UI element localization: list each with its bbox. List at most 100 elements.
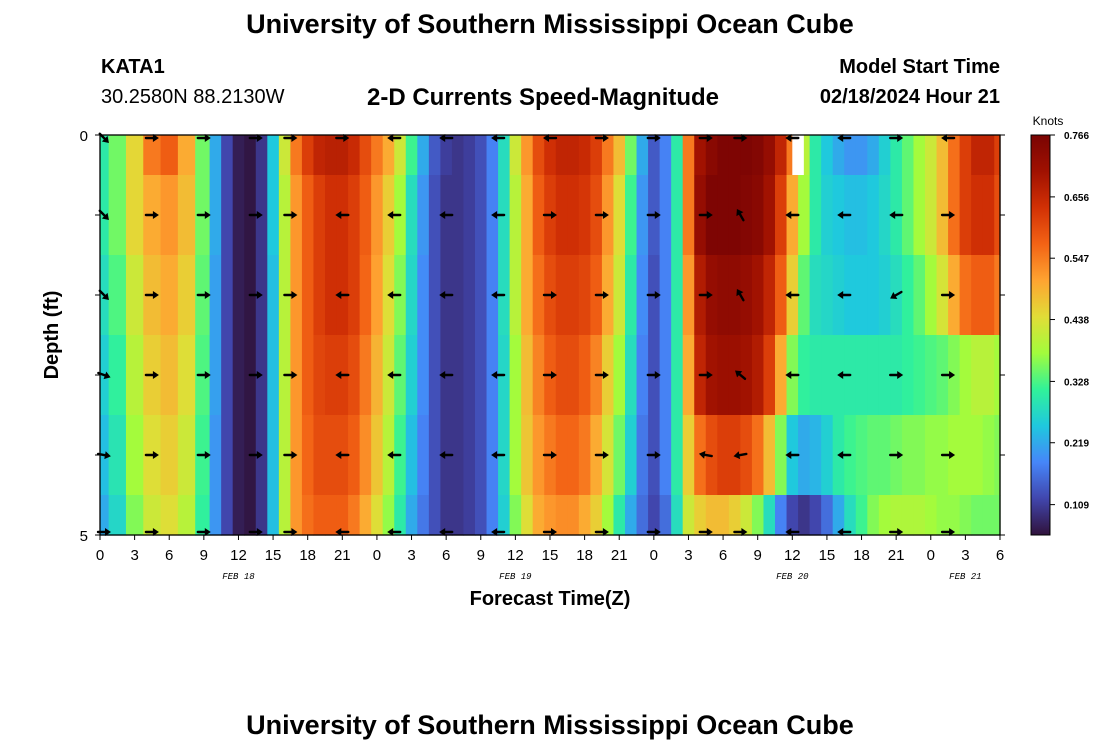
- heatmap-cell: [567, 495, 580, 536]
- heatmap-cell: [994, 415, 1001, 496]
- heatmap-cell: [301, 495, 315, 536]
- heatmap-cell: [821, 495, 834, 536]
- heatmap-cell: [855, 415, 868, 496]
- heatmap-cell: [521, 175, 534, 256]
- heatmap-cell: [578, 335, 591, 416]
- colorbar-tick-label: 0.109: [1064, 501, 1089, 512]
- current-arrow: [837, 371, 852, 379]
- heatmap-cell: [509, 255, 522, 336]
- heatmap-cell: [959, 175, 972, 256]
- heatmap-cell: [659, 255, 672, 336]
- current-arrow: [646, 528, 661, 536]
- heatmap-cell: [751, 415, 765, 496]
- heatmap-cell: [636, 415, 649, 496]
- heatmap-cell: [809, 415, 822, 496]
- heatmap-cell: [832, 135, 845, 176]
- x-tick-label: 3: [130, 547, 138, 564]
- heatmap-cell: [625, 255, 638, 336]
- current-arrow: [698, 291, 713, 299]
- heatmap-cell: [428, 255, 441, 336]
- heatmap-cell: [775, 255, 788, 336]
- heatmap-cell: [486, 495, 499, 536]
- x-tick-label: 6: [719, 547, 727, 564]
- heatmap-cell: [809, 175, 822, 256]
- heatmap-cell: [740, 415, 753, 496]
- current-arrow: [594, 291, 609, 299]
- heatmap-cell: [451, 495, 465, 536]
- heatmap-cell: [936, 495, 949, 536]
- heatmap-cell: [625, 335, 638, 416]
- heatmap-cell: [578, 175, 591, 256]
- heatmap-cell: [590, 135, 603, 176]
- heatmap-cell: [948, 135, 961, 176]
- current-arrow: [439, 134, 454, 142]
- current-arrow: [439, 371, 454, 379]
- heatmap-cell: [348, 135, 361, 176]
- heatmap-cell: [336, 135, 349, 176]
- heatmap-cell: [125, 255, 144, 336]
- heatmap-cell: [160, 335, 179, 416]
- current-arrow: [491, 291, 506, 299]
- current-arrow: [837, 134, 852, 142]
- heatmap-cell: [625, 175, 638, 256]
- heatmap-cell: [244, 135, 257, 176]
- heatmap-cell: [878, 135, 891, 176]
- heatmap-cell: [382, 495, 395, 536]
- heatmap-cell: [925, 255, 938, 336]
- station-coords: 30.2580N 88.2130W: [101, 86, 285, 108]
- heatmap-cell: [209, 175, 222, 256]
- heatmap-cell: [475, 255, 488, 336]
- heatmap-cell: [959, 335, 972, 416]
- heatmap-cell: [717, 135, 730, 176]
- heatmap-cell: [948, 495, 961, 536]
- heatmap-cell: [636, 255, 649, 336]
- heatmap-cell: [728, 335, 741, 416]
- heatmap-cell: [417, 255, 430, 336]
- current-arrow: [491, 211, 506, 219]
- heatmap-cell: [177, 415, 196, 496]
- heatmap-cell: [371, 495, 384, 536]
- heatmap-cell: [371, 175, 384, 256]
- heatmap-cell: [108, 175, 127, 256]
- heatmap-cell: [278, 135, 291, 176]
- footer-title: University of Southern Mississippi Ocean…: [246, 710, 854, 740]
- heatmap-cell: [844, 495, 857, 536]
- y-axis-label: Depth (ft): [41, 291, 63, 380]
- heatmap-cell: [878, 335, 891, 416]
- current-arrow: [646, 211, 661, 219]
- axes: 0 3 6 9 12 15 18 21 0 3 6 9 12 15 18 21 0 3 6 9 12 15 18 21 0 3 6 F…: [80, 128, 1005, 582]
- heatmap-cell: [509, 135, 522, 176]
- heatmap-cell: [209, 255, 222, 336]
- heatmap-cell: [982, 175, 995, 256]
- heatmap-cell: [867, 495, 880, 536]
- heatmap-cell: [625, 415, 638, 496]
- current-arrow: [785, 371, 800, 379]
- x-tick-label: 6: [442, 547, 450, 564]
- heatmap-cell: [108, 495, 127, 536]
- colorbar: Knots 0.766 0.656 0.547 0.438 0.328 0.219 0.10…: [1030, 114, 1089, 536]
- colorbar-tick-label: 0.656: [1064, 193, 1089, 204]
- heatmap-cell: [359, 255, 372, 336]
- heatmap-cell: [177, 175, 196, 256]
- current-arrow: [196, 291, 211, 299]
- current-arrow: [733, 528, 748, 536]
- heatmap-cell: [855, 335, 868, 416]
- heatmap-cell: [925, 495, 938, 536]
- heatmap-cell: [267, 415, 280, 496]
- current-arrow: [335, 291, 350, 299]
- heatmap-cell: [717, 495, 730, 536]
- colorbar-gradient: [1030, 134, 1051, 536]
- heatmap-cell: [590, 495, 603, 536]
- heatmap-cell: [567, 415, 580, 496]
- heatmap-cell: [682, 415, 695, 496]
- heatmap-cell: [498, 495, 511, 536]
- heatmap-cell: [821, 175, 834, 256]
- heatmap-cell: [221, 415, 234, 496]
- heatmap-cell: [359, 135, 372, 176]
- current-arrow: [889, 528, 904, 536]
- heatmap-cell: [659, 135, 672, 176]
- x-axis-label: Forecast Time(Z): [470, 588, 631, 610]
- heatmap-cell: [313, 175, 326, 256]
- current-arrow: [543, 134, 558, 142]
- x-tick-label: 21: [334, 547, 351, 564]
